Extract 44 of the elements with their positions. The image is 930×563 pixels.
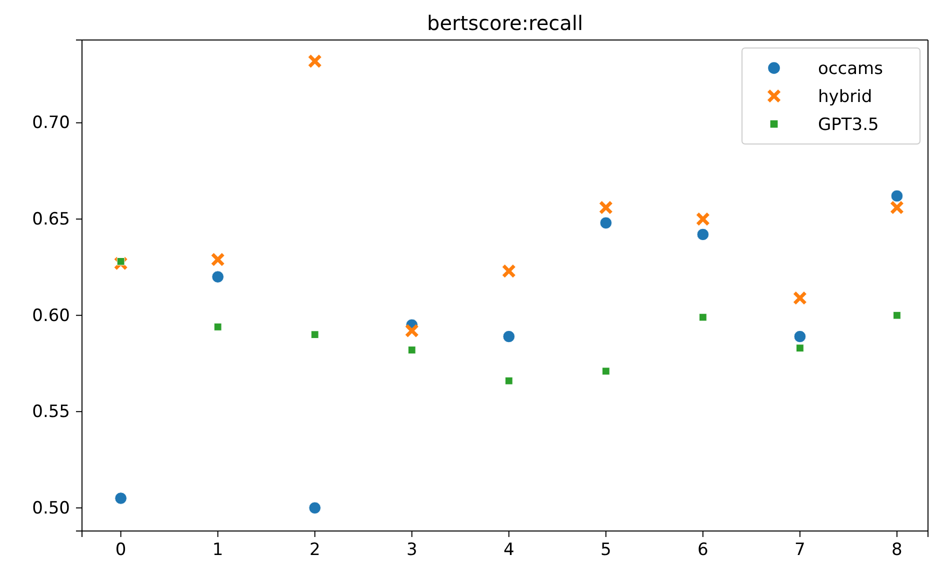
point <box>794 330 806 343</box>
y-tick-label: 0.55 <box>32 402 70 422</box>
legend-label: GPT3.5 <box>818 115 879 135</box>
x-tick-label: 2 <box>309 540 320 560</box>
point <box>796 344 804 352</box>
y-tick-label: 0.65 <box>32 210 70 230</box>
point <box>890 190 904 202</box>
point <box>116 257 125 266</box>
chart-title: bertscore:recall <box>427 11 583 35</box>
point <box>696 228 710 241</box>
x-tick-label: 5 <box>600 540 612 560</box>
point <box>890 200 904 215</box>
x-tick-label: 3 <box>406 540 418 560</box>
point <box>308 502 322 514</box>
x-tick-label: 6 <box>698 540 708 560</box>
point <box>308 54 322 68</box>
point <box>114 256 128 270</box>
point <box>214 322 222 331</box>
point <box>310 330 319 339</box>
legend-label: hybrid <box>818 87 872 107</box>
y-tick-label: 0.70 <box>32 113 70 134</box>
y-tick-label: 0.50 <box>32 498 70 518</box>
point <box>502 330 516 343</box>
point <box>792 290 807 306</box>
point <box>212 270 224 283</box>
point <box>408 346 416 354</box>
point <box>698 313 707 322</box>
point <box>892 311 901 320</box>
point <box>502 264 516 278</box>
point <box>696 212 710 226</box>
point <box>504 376 513 385</box>
x-tick-label: 7 <box>794 540 806 560</box>
point <box>404 324 419 338</box>
legend-label: occams <box>818 59 884 79</box>
point <box>600 216 612 230</box>
point <box>210 252 225 267</box>
point <box>598 200 613 215</box>
x-tick-label: 0 <box>115 540 126 560</box>
x-tick-label: 8 <box>892 540 902 560</box>
point <box>602 367 610 376</box>
x-tick-label: 1 <box>212 540 224 560</box>
point <box>114 492 127 504</box>
x-tick-label: 4 <box>503 540 514 560</box>
y-tick-label: 0.60 <box>32 306 70 326</box>
